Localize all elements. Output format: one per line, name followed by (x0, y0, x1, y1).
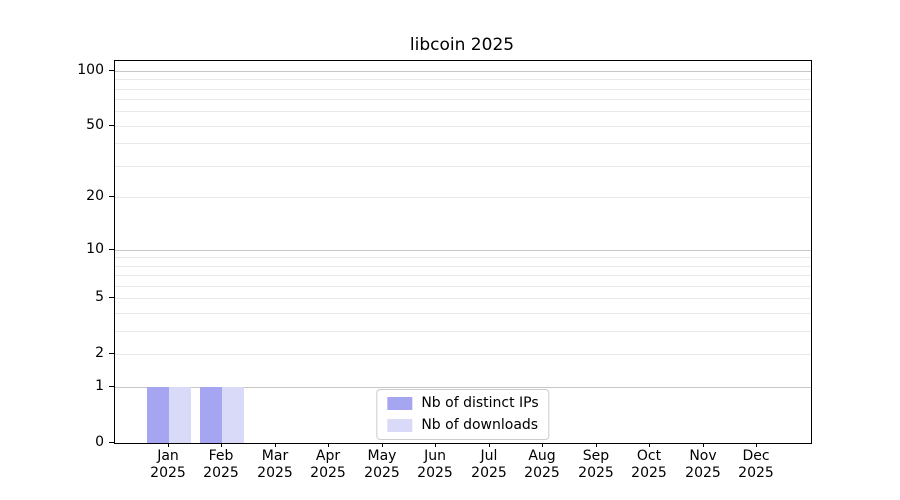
legend: Nb of distinct IPs Nb of downloads (376, 389, 550, 440)
y-tick-mark (109, 297, 114, 298)
x-tick-month: May (367, 448, 397, 464)
x-tick-mark (328, 443, 329, 447)
x-tick-month: Jul (480, 448, 498, 464)
y-tick-mark (109, 386, 114, 387)
x-tick-mark (382, 443, 383, 447)
x-tick-label: Feb 2025 (188, 448, 254, 482)
x-tick-label: May 2025 (349, 448, 415, 482)
gridline-minor (115, 166, 811, 167)
gridline-minor (115, 298, 811, 299)
y-tick-mark (109, 125, 114, 126)
x-tick-month: Feb (208, 448, 234, 464)
gridline-minor (115, 99, 811, 100)
x-tick-label: Jun 2025 (402, 448, 468, 482)
y-tick-mark (109, 353, 114, 354)
legend-label: Nb of distinct IPs (421, 395, 539, 411)
gridline-minor (115, 111, 811, 112)
y-tick-label: 5 (95, 289, 104, 305)
x-tick-month: Sep (582, 448, 610, 464)
y-tick-label: 2 (95, 345, 104, 361)
x-tick-label: Aug 2025 (509, 448, 575, 482)
x-tick-label: Jul 2025 (456, 448, 522, 482)
y-tick-label: 1 (95, 378, 104, 394)
gridline-major (115, 71, 811, 72)
gridline-minor (115, 89, 811, 90)
x-tick-year: 2025 (471, 465, 507, 481)
x-tick-year: 2025 (310, 465, 346, 481)
y-tick-label: 10 (86, 241, 104, 257)
x-tick-mark (703, 443, 704, 447)
y-tick-mark (109, 249, 114, 250)
legend-item: Nb of distinct IPs (387, 395, 539, 412)
x-tick-month: Nov (689, 448, 717, 464)
legend-swatch (387, 419, 413, 432)
x-tick-month: Dec (742, 448, 770, 464)
x-tick-year: 2025 (364, 465, 400, 481)
gridline-minor (115, 257, 811, 258)
y-tick-label: 100 (77, 62, 104, 78)
x-tick-month: Mar (261, 448, 289, 464)
x-tick-mark (542, 443, 543, 447)
gridline-minor (115, 126, 811, 127)
gridline-minor (115, 275, 811, 276)
legend-label: Nb of downloads (421, 417, 539, 433)
x-tick-mark (596, 443, 597, 447)
x-tick-label: Oct 2025 (616, 448, 682, 482)
x-tick-label: Mar 2025 (242, 448, 308, 482)
bar-nb-of-distinct-ips-jan (147, 387, 169, 443)
legend-swatch (387, 397, 413, 410)
chart-title: libcoin 2025 (409, 35, 515, 55)
gridline-minor (115, 313, 811, 314)
x-tick-mark (489, 443, 490, 447)
x-tick-year: 2025 (738, 465, 774, 481)
x-tick-mark (435, 443, 436, 447)
x-tick-label: Jan 2025 (135, 448, 201, 482)
gridline-major (115, 250, 811, 251)
gridline-minor (115, 143, 811, 144)
x-tick-label: Apr 2025 (295, 448, 361, 482)
bar-nb-of-downloads-feb (222, 387, 244, 443)
x-tick-mark (649, 443, 650, 447)
x-tick-year: 2025 (203, 465, 239, 481)
x-tick-year: 2025 (524, 465, 560, 481)
gridline-minor (115, 354, 811, 355)
legend-item: Nb of downloads (387, 417, 538, 434)
x-tick-mark (221, 443, 222, 447)
x-tick-year: 2025 (631, 465, 667, 481)
gridline-minor (115, 266, 811, 267)
y-tick-mark (109, 70, 114, 71)
gridline-minor (115, 79, 811, 80)
x-tick-year: 2025 (685, 465, 721, 481)
x-tick-mark (756, 443, 757, 447)
x-tick-mark (168, 443, 169, 447)
x-tick-mark (275, 443, 276, 447)
gridline-minor (115, 197, 811, 198)
x-tick-year: 2025 (150, 465, 186, 481)
x-tick-month: Jun (424, 448, 446, 464)
x-tick-year: 2025 (578, 465, 614, 481)
bar-nb-of-downloads-jan (169, 387, 191, 443)
x-tick-month: Aug (528, 448, 556, 464)
y-tick-label: 0 (95, 434, 104, 450)
gridline-minor (115, 286, 811, 287)
x-tick-month: Oct (636, 448, 662, 464)
y-tick-mark (109, 196, 114, 197)
x-tick-month: Jan (157, 448, 179, 464)
plot-area: Nb of distinct IPs Nb of downloads (114, 60, 812, 444)
x-tick-label: Sep 2025 (563, 448, 629, 482)
x-tick-year: 2025 (257, 465, 293, 481)
y-tick-label: 50 (86, 117, 104, 133)
x-tick-label: Dec 2025 (723, 448, 789, 482)
bar-nb-of-distinct-ips-feb (200, 387, 222, 443)
y-tick-mark (109, 442, 114, 443)
y-tick-label: 20 (86, 188, 104, 204)
x-tick-label: Nov 2025 (670, 448, 736, 482)
gridline-minor (115, 331, 811, 332)
gridline-major (115, 387, 811, 388)
x-tick-month: Apr (315, 448, 341, 464)
x-tick-year: 2025 (417, 465, 453, 481)
